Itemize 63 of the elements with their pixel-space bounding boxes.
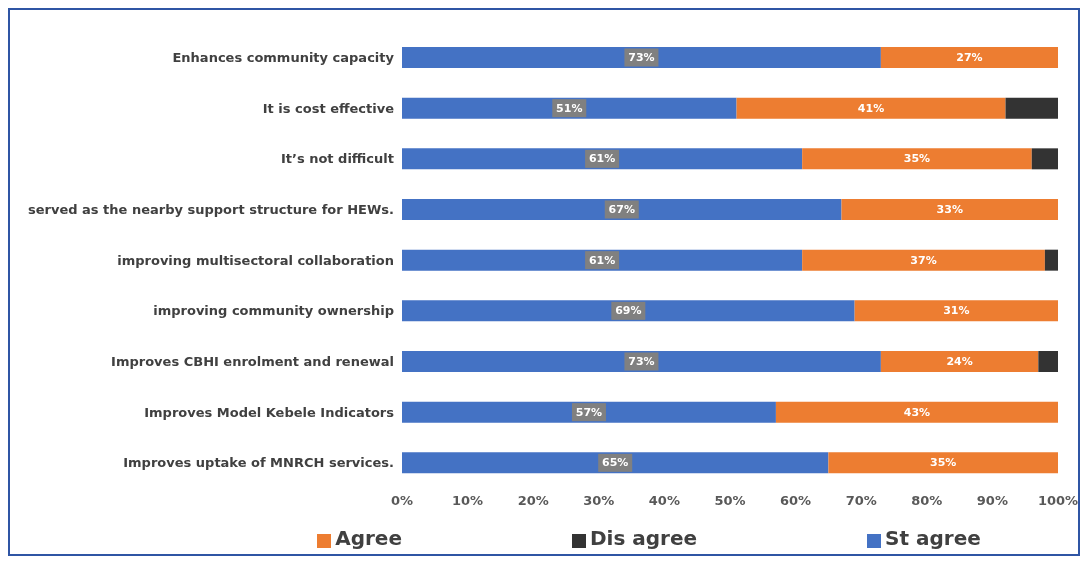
data-label: 57% [575,405,603,419]
x-tick-label: 0% [390,493,414,509]
bar [1044,249,1058,271]
x-tick-label: 20% [517,493,549,509]
bar [828,452,1058,474]
x-tick-label: 10% [452,493,484,509]
bar [402,249,803,271]
legend-label: St agree [885,526,981,550]
data-label: 27% [956,51,983,64]
y-tick-label: served as the nearby support structure for HEWs. [27,201,394,217]
bar [402,351,881,372]
y-tick-label: Improves uptake of MNRCH services. [123,455,394,471]
data-label: 67% [608,203,635,216]
data-label: 35% [903,152,931,166]
legend-label: Agree [335,526,402,550]
bar [1005,97,1058,119]
bar [402,148,803,170]
bar [402,97,737,119]
bar [402,199,842,220]
bar [880,351,1039,372]
y-tick-label: improving multisectoral collaboration [117,252,394,268]
data-label: 69% [615,304,642,318]
y-tick-label: Improves Model Kebele Indicators [144,404,395,420]
data-label: 33% [936,203,963,216]
bar [802,249,1045,271]
bar [880,47,1058,68]
legend-label: Dis agree [589,526,698,550]
data-label: 73% [628,355,655,368]
data-label: 31% [943,304,970,318]
data-label: 37% [910,253,937,267]
bar [1031,148,1058,170]
x-tick-label: 70% [845,493,877,509]
x-tick-label: 30% [583,493,615,509]
data-label: 65% [602,456,629,470]
data-label: 61% [588,152,616,166]
x-tick-label: 60% [780,493,812,509]
data-label: 51% [556,101,583,115]
x-tick-label: 90% [976,493,1008,509]
y-tick-label: Improves CBHI enrolment and renewal [111,353,394,369]
y-tick-label: It’s not difficult [280,151,394,167]
bar [775,401,1058,423]
bar [736,97,1006,119]
bar [841,199,1058,220]
bar [802,148,1032,170]
x-tick-label: 50% [714,493,746,509]
x-tick-label: 80% [911,493,943,509]
bar [1038,351,1058,372]
data-label: 24% [946,355,973,368]
data-label: 41% [857,101,885,115]
bar [402,452,829,474]
y-tick-label: It is cost effective [262,100,395,116]
x-tick-label: 100% [1037,493,1079,509]
data-label: 61% [588,253,616,267]
data-label: 35% [930,456,957,470]
data-label: 73% [628,51,655,64]
x-tick-label: 40% [648,493,680,509]
bar [402,300,855,322]
y-tick-label: Enhances community capacity [172,49,395,65]
bar [402,47,881,68]
bar [854,300,1058,322]
bar [402,401,776,423]
data-label: 43% [903,405,931,419]
y-tick-label: improving community ownership [153,303,394,319]
